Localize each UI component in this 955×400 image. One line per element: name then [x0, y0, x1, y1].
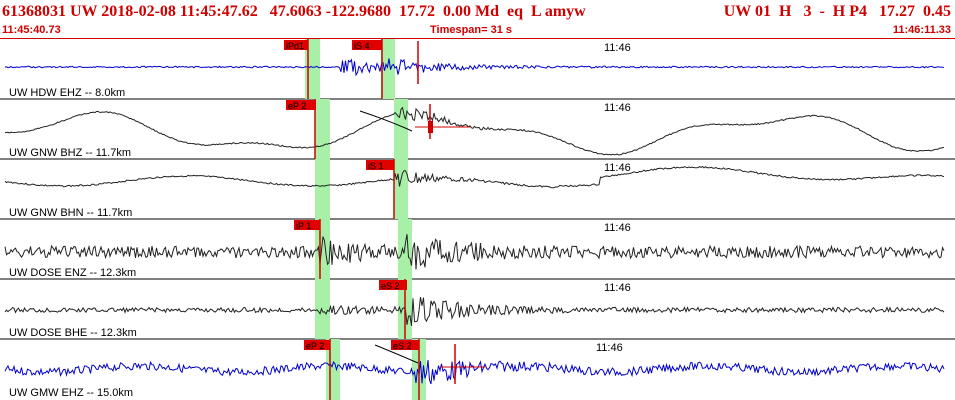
seismogram-panel[interactable]: iPd1 iS 4 11:46 UW HDW EHZ -- 8.0km eP 2…	[0, 39, 955, 400]
trace-panel[interactable]: eS 2 11:46 UW DOSE BHE -- 12.3km	[0, 279, 955, 340]
trace-panel[interactable]: eP 2 eS 2 11:46 UW GMW EHZ -- 15.0km	[4, 339, 945, 400]
start-time: 11:45:40.73	[2, 24, 61, 36]
pick-flag[interactable]	[294, 220, 320, 230]
timespan-label: Timespan= 31 s	[430, 24, 513, 36]
pick-window	[381, 39, 395, 99]
theoretical-curve	[359, 110, 413, 132]
time-mark: 11:46	[604, 102, 631, 114]
pick-flag[interactable]	[304, 340, 330, 350]
station-label: UW DOSE BHE -- 12.3km	[9, 327, 137, 339]
waveform-trace	[4, 106, 945, 156]
time-mark: 11:46	[604, 222, 631, 234]
pick-flag[interactable]	[352, 40, 382, 50]
pick-flag-label: iP 1	[296, 221, 311, 231]
trace-panel[interactable]: iS 1 11:46 UW GNW BHN -- 11.7km	[0, 159, 955, 220]
trace-panel[interactable]: iP 1 11:46 UW DOSE ENZ -- 12.3km	[0, 219, 955, 280]
pick-flag-label: eP 2	[288, 101, 306, 111]
header: 61368031 UW 2018-02-08 11:45:47.62 47.60…	[0, 0, 955, 39]
pick-flag-label: eS 2	[381, 281, 400, 291]
pick-flag-label: iPd1	[286, 41, 304, 51]
trace-panel[interactable]: iPd1 iS 4 11:46 UW HDW EHZ -- 8.0km	[0, 39, 955, 100]
pick-flag[interactable]	[284, 40, 308, 50]
time-mark: 11:46	[604, 42, 631, 54]
station-label: UW HDW EHZ -- 8.0km	[9, 87, 125, 99]
waveform-trace	[4, 360, 945, 385]
event-title-bar: 61368031 UW 2018-02-08 11:45:47.62 47.60…	[2, 2, 953, 22]
pick-window	[315, 159, 330, 219]
pick-flag-label: iS 4	[354, 41, 370, 51]
pick-flag[interactable]	[379, 280, 407, 290]
header-divider	[0, 38, 955, 39]
pick-flag-label: eP 2	[306, 341, 324, 351]
theoretical-curve	[374, 344, 419, 364]
time-mark: 11:46	[596, 342, 623, 354]
event-summary: 61368031 UW 2018-02-08 11:45:47.62 47.60…	[2, 3, 586, 20]
time-mark: 11:46	[604, 282, 631, 294]
time-bar: 11:45:40.73 Timespan= 31 s 11:46:11.33	[0, 23, 955, 37]
station-label: UW DOSE ENZ -- 12.3km	[9, 267, 136, 279]
station-label: UW GMW EHZ -- 15.0km	[9, 387, 133, 399]
station-label: UW GNW BHZ -- 11.7km	[9, 147, 131, 159]
waveform-trace	[4, 234, 945, 270]
pick-window	[315, 279, 330, 339]
waveform-trace	[4, 165, 945, 189]
pick-flag[interactable]	[391, 340, 419, 350]
pick-window	[394, 99, 408, 159]
station-label: UW GNW BHN -- 11.7km	[9, 207, 132, 219]
pick-flag-label: eS 2	[393, 341, 412, 351]
pick-flag[interactable]	[286, 100, 316, 110]
waveform-trace	[4, 297, 945, 326]
pick-flag-label: iS 1	[368, 161, 384, 171]
waveform-trace	[4, 58, 945, 77]
time-mark: 11:46	[604, 162, 631, 174]
pick-flag[interactable]	[366, 160, 394, 170]
pick-window	[315, 219, 330, 279]
trace-panel[interactable]: eP 2 11:46 UW GNW BHZ -- 11.7km	[0, 99, 955, 160]
pick-window	[315, 99, 330, 159]
pick-summary: UW 01 H 3 - H P4 17.27 0.45	[723, 3, 951, 20]
pick-marker	[428, 121, 433, 133]
pick-window	[394, 159, 408, 219]
end-time: 11:46:11.33	[892, 24, 951, 36]
